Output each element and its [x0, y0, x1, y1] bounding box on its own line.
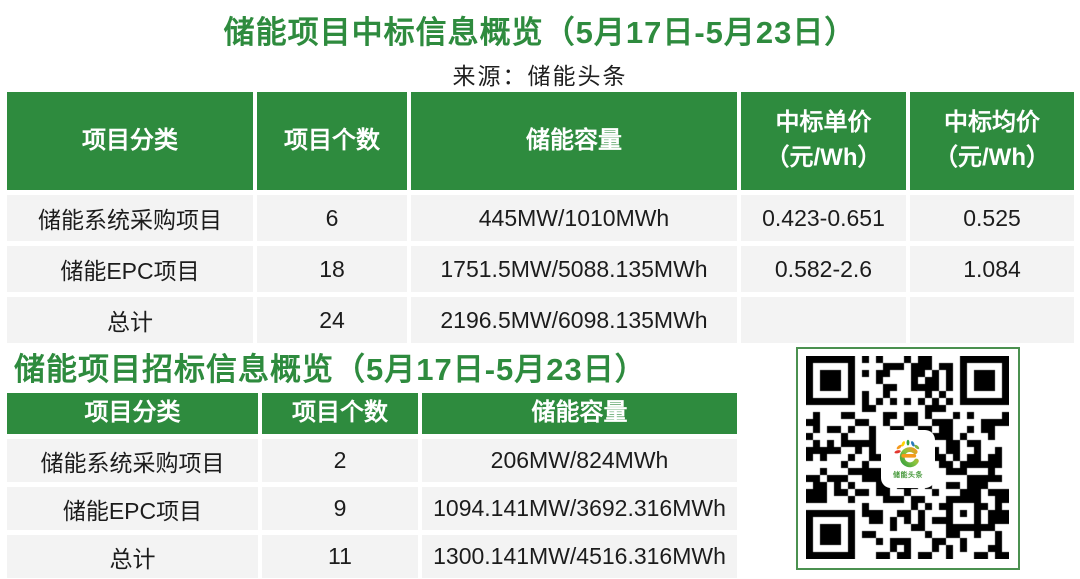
tender-col-header-capacity: 储能容量: [422, 393, 737, 434]
bid-overview-title: 储能项目中标信息概览（5月17日-5月23日）: [223, 15, 857, 50]
qr-logo-text: 储能头条: [893, 471, 923, 479]
bid-cell-category: 储能系统采购项目: [7, 195, 253, 241]
bid-col-header-capacity: 储能容量: [411, 92, 737, 190]
bid-cell-capacity: 1751.5MW/5088.135MWh: [411, 246, 737, 292]
bid-col-header-category: 项目分类: [7, 92, 253, 190]
tender-cell-capacity: 206MW/824MWh: [422, 439, 737, 482]
tender-cell-category-total: 总计: [7, 535, 258, 578]
bid-cell-count: 6: [257, 195, 407, 241]
bid-cell-category-total: 总计: [7, 297, 253, 343]
bid-cell-capacity-total: 2196.5MW/6098.135MWh: [411, 297, 737, 343]
bid-table: 项目分类 项目个数 储能容量 中标单价 （元/Wh） 中标均价 （元/Wh） 储…: [7, 92, 1074, 343]
sun-swirl-logo-icon: [894, 439, 920, 467]
bid-col-header-avg-price: 中标均价 （元/Wh）: [910, 92, 1074, 190]
source-line: 来源：储能头条: [452, 63, 628, 89]
tender-cell-count: 2: [262, 439, 418, 482]
bid-col-header-unit-price: 中标单价 （元/Wh）: [741, 92, 906, 190]
bid-cell-avg-price: 0.525: [910, 195, 1074, 241]
tender-table: 项目分类 项目个数 储能容量 储能系统采购项目 2 206MW/824MWh 储…: [7, 393, 737, 578]
tender-col-header-count: 项目个数: [262, 393, 418, 434]
bid-cell-unit-price: 0.582-2.6: [741, 246, 906, 292]
bid-col-header-unit-price-label: 中标单价: [775, 109, 872, 137]
qr-center-logo: 储能头条: [883, 431, 933, 486]
tender-cell-count: 9: [262, 487, 418, 530]
bid-col-header-count: 项目个数: [257, 92, 407, 190]
bid-cell-capacity: 445MW/1010MWh: [411, 195, 737, 241]
tender-cell-category: 储能EPC项目: [7, 487, 258, 530]
bid-cell-avg-price-total: [910, 297, 1074, 343]
bid-cell-unit-price-total: [741, 297, 906, 343]
bid-cell-category: 储能EPC项目: [7, 246, 253, 292]
tender-cell-count-total: 11: [262, 535, 418, 578]
tender-cell-capacity-total: 1300.141MW/4516.316MWh: [422, 535, 737, 578]
bid-col-header-unit-price-unit: （元/Wh）: [765, 144, 882, 171]
bid-col-header-avg-price-label: 中标均价: [944, 109, 1040, 137]
bid-cell-avg-price: 1.084: [910, 246, 1074, 292]
tender-col-header-category: 项目分类: [7, 393, 258, 434]
bid-cell-count: 18: [257, 246, 407, 292]
bid-col-header-avg-price-unit: （元/Wh）: [934, 144, 1050, 171]
bid-cell-unit-price: 0.423-0.651: [741, 195, 906, 241]
tender-cell-capacity: 1094.141MW/3692.316MWh: [422, 487, 737, 530]
tender-overview-title: 储能项目招标信息概览（5月17日-5月23日）: [14, 352, 647, 387]
qr-code: 储能头条: [796, 347, 1020, 570]
tender-cell-category: 储能系统采购项目: [7, 439, 258, 482]
bid-cell-count-total: 24: [257, 297, 407, 343]
